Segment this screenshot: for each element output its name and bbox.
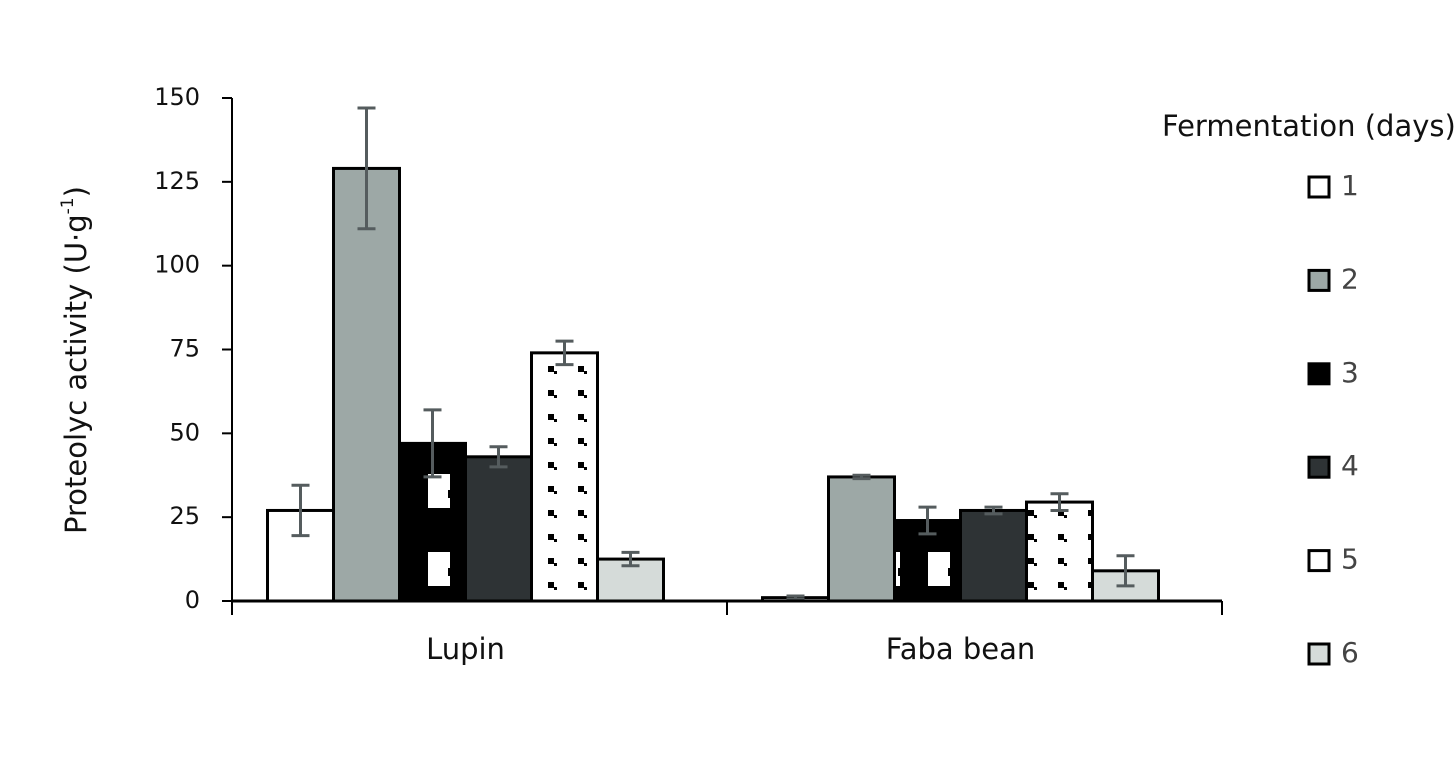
bar [530,351,599,603]
error-bar [357,106,376,231]
y-tick-label: 0 [185,586,200,614]
error-bar [984,505,1003,516]
legend-label: 6 [1341,636,1359,669]
legend-label: 4 [1341,449,1359,482]
bar [959,508,1028,603]
legend-swatch [1307,175,1331,199]
legend-label: 5 [1341,543,1359,576]
legend-label: 1 [1341,169,1359,202]
y-tick-label: 100 [154,251,200,279]
legend-swatch [1307,455,1331,479]
legend-label: 3 [1341,356,1359,389]
error-bar [786,594,805,601]
legend-swatch [1307,642,1331,666]
error-bar [852,473,871,481]
legend-swatch [1307,549,1331,573]
y-tick-label: 125 [154,167,200,195]
error-bar [555,339,574,367]
y-tick-label: 75 [169,335,200,363]
x-tick-label: Lupin [426,632,505,666]
y-tick-label: 150 [154,83,200,111]
legend-title: Fermentation (days) [1162,109,1456,143]
error-bar [1116,554,1135,588]
error-bar [291,483,310,538]
y-tick-label: 50 [169,418,200,446]
y-tick-label: 25 [169,502,200,530]
error-bar [423,408,442,479]
y-axis-label: Proteolyc activity (U·g-1) [58,186,93,534]
bar [332,166,401,603]
error-bar [1050,492,1069,512]
legend-swatch [1307,268,1331,292]
bar [464,455,533,603]
bar [1025,500,1094,603]
x-tick-label: Faba bean [886,632,1036,666]
legend-label: 2 [1341,262,1359,295]
error-bar [489,445,508,469]
error-bar [621,550,640,568]
error-bar [918,505,937,536]
bar [827,475,896,603]
legend-swatch [1307,362,1331,386]
